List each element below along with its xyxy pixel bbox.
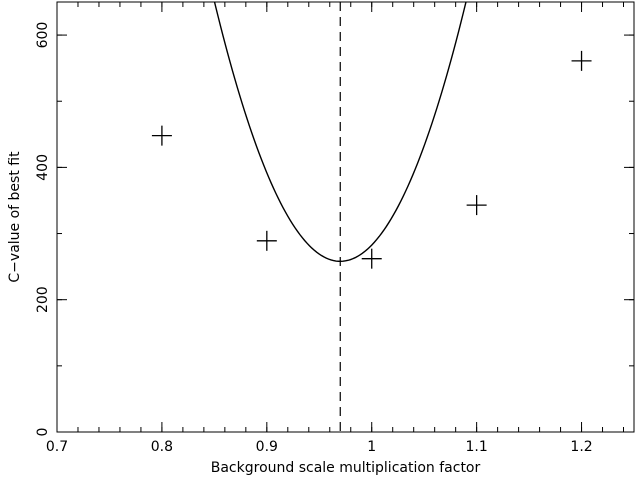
x-tick-label: 1.1 xyxy=(466,439,488,455)
x-tick-label: 1 xyxy=(367,439,376,455)
data-point xyxy=(256,230,277,251)
data-point xyxy=(151,125,172,146)
major-ticks xyxy=(56,2,634,433)
x-axis-title: Background scale multiplication factor xyxy=(211,460,481,476)
plot-frame xyxy=(56,1,635,433)
y-tick-label: 0 xyxy=(35,428,51,437)
x-tick-label: 0.8 xyxy=(151,439,173,455)
fit-curve xyxy=(213,2,467,263)
data-point xyxy=(466,195,487,216)
x-tick-label: 0.9 xyxy=(256,439,278,455)
x-tick-label: 0.7 xyxy=(46,439,68,455)
data-point xyxy=(571,50,592,71)
y-tick-labels: 0 200 400 600 xyxy=(35,22,51,437)
y-axis-title: C−value of best fit xyxy=(7,151,23,283)
y-tick-label: 400 xyxy=(35,154,51,181)
y-tick-label: 200 xyxy=(35,286,51,313)
minor-ticks xyxy=(56,2,634,433)
y-tick-label: 600 xyxy=(35,22,51,49)
data-point xyxy=(361,248,382,269)
plot-content xyxy=(151,2,592,432)
x-tick-labels: 0.7 0.8 0.9 1 1.1 1.2 xyxy=(46,439,593,455)
x-tick-label: 1.2 xyxy=(570,439,592,455)
